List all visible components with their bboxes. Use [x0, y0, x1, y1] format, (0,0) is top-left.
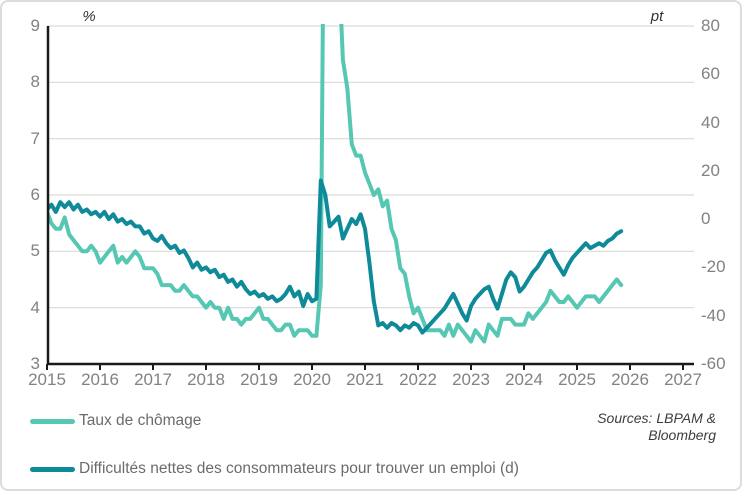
right-axis-tick-label: 0 — [701, 209, 711, 229]
x-axis-tick-label: 2017 — [134, 370, 172, 389]
right-axis-tick-label: 40 — [701, 112, 720, 132]
left-axis-tick-label: 9 — [30, 16, 40, 35]
left-axis-unit-label: % — [82, 8, 96, 25]
right-axis-tick-label: -40 — [701, 305, 726, 325]
right-axis-tick-label: -60 — [701, 354, 726, 373]
legend-item-difficultes-emploi: Difficultés nettes des consommateurs pou… — [30, 460, 519, 478]
x-axis-tick-label: 2024 — [505, 370, 543, 389]
left-axis-tick-label: 6 — [30, 185, 40, 204]
left-axis-tick-label: 3 — [30, 354, 40, 373]
legend-label-taux-de-chomage: Taux de chômage — [79, 412, 202, 429]
left-axis-tick-label: 7 — [30, 128, 40, 148]
source-note: Sources: LBPAM & Bloomberg — [597, 410, 716, 444]
x-axis-tick-label: 2015 — [28, 370, 66, 389]
left-axis-tick-label: 4 — [30, 297, 40, 317]
legend-item-taux-de-chomage: Taux de chômage — [30, 412, 201, 430]
x-axis-tick-label: 2021 — [346, 370, 384, 389]
right-axis-tick-label: 60 — [701, 64, 720, 84]
x-axis-tick-label: 2019 — [240, 370, 278, 389]
series-group — [47, 24, 624, 344]
x-axis-tick-label: 2016 — [81, 370, 119, 389]
x-axis-tick-label: 2026 — [611, 370, 649, 389]
left-axis-tick-label: 5 — [30, 241, 40, 261]
source-note-line-2: Bloomberg — [648, 427, 716, 443]
x-axis-tick-label: 2022 — [399, 370, 437, 389]
right-axis-tick-label: -20 — [701, 257, 726, 277]
x-axis-tick-label: 2020 — [293, 370, 331, 389]
left-axis-tick-label: 8 — [30, 72, 40, 92]
legend-label-difficultes-emploi: Difficultés nettes des consommateurs pou… — [79, 460, 519, 477]
x-axis-tick-label: 2023 — [452, 370, 490, 389]
right-axis-unit-label: pt — [650, 8, 664, 25]
legend-swatch-taux-de-chomage — [30, 418, 75, 424]
x-axis-tick-label: 2025 — [558, 370, 596, 389]
source-note-line-1: Sources: LBPAM & — [597, 410, 716, 426]
series-line-taux-de-chomage — [47, 24, 624, 344]
right-axis-tick-label: 20 — [701, 160, 720, 180]
legend-swatch-difficultes-emploi — [30, 466, 75, 472]
x-axis-tick-label: 2027 — [664, 370, 702, 389]
x-axis-tick-label: 2018 — [187, 370, 225, 389]
right-axis-tick-label: 80 — [701, 16, 720, 35]
series-line-difficultes-emploi — [47, 178, 624, 335]
